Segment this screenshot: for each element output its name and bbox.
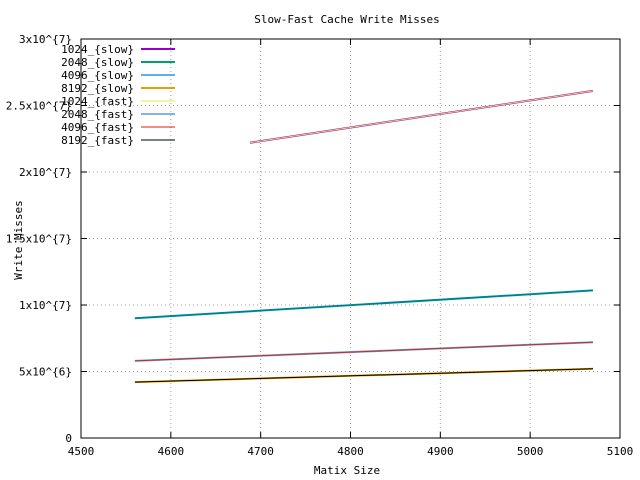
series-lines: [134, 89, 594, 384]
chart-title: Slow-Fast Cache Write Misses: [254, 13, 439, 26]
x-axis-label: Matix Size: [314, 464, 380, 477]
y-tick-label: 3x10^{7}: [19, 33, 72, 46]
legend: 1024_{slow}2048_{slow}4096_{slow}8192_{s…: [61, 43, 175, 147]
x-tick-label: 4900: [427, 445, 454, 458]
series-line-7: [134, 341, 594, 362]
x-tick-label: 5000: [517, 445, 544, 458]
x-tick-label: 5100: [607, 445, 634, 458]
series-line-6: [134, 289, 594, 319]
y-tick-label: 1x10^{7}: [19, 299, 72, 312]
y-axis-label: Write Misses: [12, 200, 25, 279]
x-tick-label: 4800: [337, 445, 364, 458]
legend-label: 2048_{slow}: [61, 56, 134, 69]
legend-label: 8192_{slow}: [61, 82, 134, 95]
legend-label: 4096_{fast}: [61, 121, 134, 134]
y-tick-label: 1.5x10^{7}: [6, 233, 72, 246]
y-tick-label: 5x10^{6}: [19, 366, 72, 379]
series-line-8: [134, 368, 594, 383]
legend-label: 2048_{fast}: [61, 108, 134, 121]
legend-label: 1024_{slow}: [61, 43, 134, 56]
y-tick-label: 2.5x10^{7}: [6, 100, 72, 113]
y-tick-label: 2x10^{7}: [19, 166, 72, 179]
x-tick-label: 4600: [158, 445, 185, 458]
legend-label: 1024_{fast}: [61, 95, 134, 108]
legend-label: 8192_{fast}: [61, 134, 134, 147]
series-line-5: [249, 90, 594, 144]
x-tick-label: 4700: [247, 445, 274, 458]
y-tick-label: 0: [65, 432, 72, 445]
legend-label: 4096_{slow}: [61, 69, 134, 82]
x-tick-label: 4500: [68, 445, 95, 458]
axis-ticks: 4500 4600 4700 4800 4900 5000 5100 0 5x10^{6} 1x1…: [6, 33, 633, 458]
